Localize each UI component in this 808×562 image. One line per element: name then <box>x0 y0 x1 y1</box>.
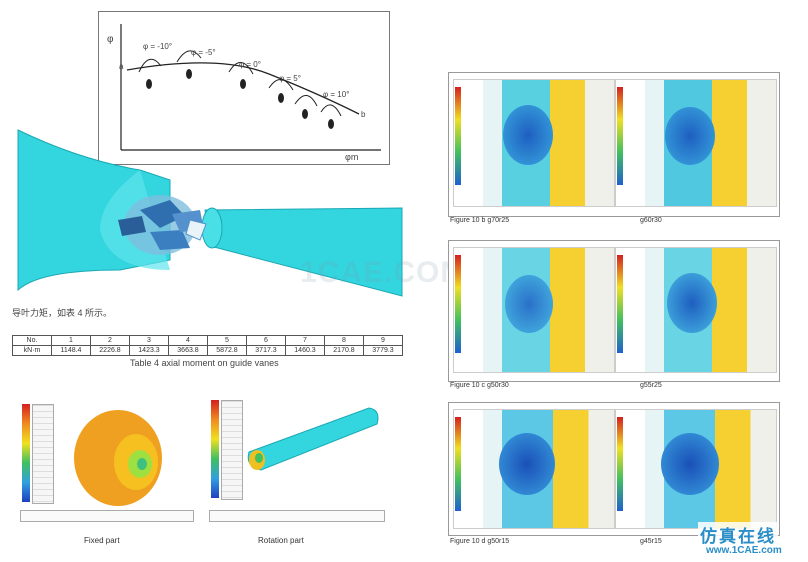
table-cell: kN·m <box>12 345 52 356</box>
curve-start-label: a <box>119 62 124 71</box>
legend-bar <box>455 255 461 353</box>
figure-10c-left-caption: Figure 10 c g50r30 <box>450 382 509 389</box>
legend-bar <box>617 417 623 511</box>
panel-footer <box>20 510 194 522</box>
table-cell: 2 <box>90 335 130 346</box>
table-cell: 7 <box>285 335 325 346</box>
table-cell: 9 <box>363 335 403 346</box>
color-legend-bar <box>211 400 219 498</box>
figure-10b-left-caption: Figure 10 b g70r25 <box>450 217 510 224</box>
figure-10b-panel <box>448 72 780 217</box>
point-label: φ = 0° <box>239 60 261 69</box>
table-cell: 4 <box>168 335 208 346</box>
blade-highlight <box>661 433 719 495</box>
y-axis-label: φ <box>107 34 114 45</box>
figure-10d-right-caption: g45r15 <box>640 538 662 545</box>
figure-10c-right-caption: g55r25 <box>640 382 662 389</box>
curve-drawing <box>120 24 381 151</box>
table-cell: 3 <box>129 335 169 346</box>
legend-bar <box>455 87 461 185</box>
rotation-part-render <box>247 407 379 471</box>
fixed-part-caption: Fixed part <box>84 536 120 545</box>
curve-end-label: b <box>361 110 366 119</box>
table-cell: No. <box>12 335 52 346</box>
blade-highlight <box>499 433 555 495</box>
site-brand-name: 仿真在线 <box>698 522 778 547</box>
rotation-part-panel <box>207 398 385 526</box>
blade-highlight <box>503 105 553 165</box>
legend-scale <box>221 400 243 500</box>
panel-footer <box>209 510 385 522</box>
figure-10c-panel <box>448 240 780 382</box>
rotation-part-caption: Rotation part <box>258 536 304 545</box>
watermark: 1CAE.COM <box>300 256 467 289</box>
point-label: φ = -10° <box>143 42 173 51</box>
legend-bar <box>617 87 623 185</box>
table-cell: 5 <box>207 335 247 346</box>
figure-10d-panel <box>448 402 780 536</box>
table-cell: 1 <box>51 335 91 346</box>
figure-10d-left-caption: Figure 10 d g50r15 <box>450 538 510 545</box>
legend-bar <box>617 255 623 353</box>
table-cell: 3663.8 <box>168 345 208 356</box>
table-cell: 6 <box>246 335 286 346</box>
table-cell: 3717.3 <box>246 345 286 356</box>
table-cell: 5872.8 <box>207 345 247 356</box>
table-cell: 2170.8 <box>324 345 364 356</box>
moment-curve-graph: φ φm a b φ = -10° φ = -5° φ = 0° φ = 5° … <box>98 11 390 165</box>
fixed-part-render <box>74 410 162 506</box>
legend-scale <box>32 404 54 504</box>
turbine-3d-model <box>17 129 403 297</box>
table-cell: 1148.4 <box>51 345 91 356</box>
point-label: φ = -5° <box>191 48 216 57</box>
table-cell: 2226.8 <box>90 345 130 356</box>
table-cell: 8 <box>324 335 364 346</box>
fixed-part-panel <box>18 398 194 526</box>
table-row: No. 1 2 3 4 5 6 7 8 9 <box>12 335 403 346</box>
blade-highlight <box>665 107 715 165</box>
table-cell: 1460.3 <box>285 345 325 356</box>
legend-bar <box>455 417 461 511</box>
table-cell: 1423.3 <box>129 345 169 356</box>
x-axis-label: φm <box>345 152 359 162</box>
axial-moment-table: No. 1 2 3 4 5 6 7 8 9 kN·m 1148.4 2226.8… <box>12 335 403 356</box>
table-caption: Table 4 axial moment on guide vanes <box>130 358 279 368</box>
chinese-note: 导叶力矩，如表 4 所示。 <box>12 308 113 318</box>
cfd-render-right <box>615 247 777 373</box>
table-row: kN·m 1148.4 2226.8 1423.3 3663.8 5872.8 … <box>12 345 403 356</box>
color-legend-bar <box>22 404 30 502</box>
blade-highlight <box>505 275 553 333</box>
point-label: φ = 10° <box>323 90 350 99</box>
site-url-link[interactable]: www.1CAE.com <box>704 545 784 556</box>
runner-blades <box>118 195 207 255</box>
table-cell: 3779.3 <box>363 345 403 356</box>
figure-10b-right-caption: g60r30 <box>640 217 662 224</box>
point-label: φ = 5° <box>279 74 301 83</box>
blade-highlight <box>667 273 717 333</box>
